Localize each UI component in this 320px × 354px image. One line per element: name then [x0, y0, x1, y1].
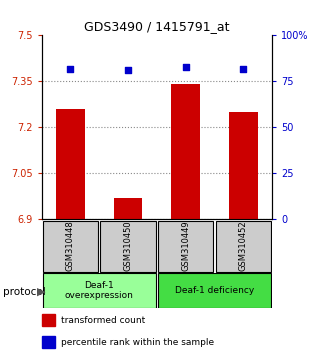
Bar	[171, 85, 200, 219]
Text: GSM310450: GSM310450	[124, 221, 132, 272]
Point	[68, 66, 73, 72]
FancyBboxPatch shape	[158, 273, 271, 308]
Bar	[42, 336, 55, 348]
FancyBboxPatch shape	[43, 221, 98, 272]
Text: protocol: protocol	[3, 287, 46, 297]
FancyBboxPatch shape	[100, 221, 156, 272]
Bar	[56, 109, 85, 219]
Text: GSM310448: GSM310448	[66, 221, 75, 272]
Text: GSM310449: GSM310449	[181, 221, 190, 272]
Bar	[42, 314, 55, 326]
Point	[241, 66, 246, 72]
Text: percentile rank within the sample: percentile rank within the sample	[61, 338, 214, 348]
Title: GDS3490 / 1415791_at: GDS3490 / 1415791_at	[84, 20, 229, 33]
Text: ▶: ▶	[37, 287, 45, 297]
Text: Deaf-1
overexpression: Deaf-1 overexpression	[65, 281, 134, 300]
Bar	[114, 198, 142, 219]
FancyBboxPatch shape	[216, 221, 271, 272]
Point	[125, 68, 131, 73]
Bar	[229, 112, 258, 219]
Text: GSM310452: GSM310452	[239, 221, 248, 272]
Point	[183, 64, 188, 69]
FancyBboxPatch shape	[158, 221, 213, 272]
Text: Deaf-1 deficiency: Deaf-1 deficiency	[175, 286, 254, 295]
Text: transformed count: transformed count	[61, 316, 145, 325]
FancyBboxPatch shape	[43, 273, 156, 308]
